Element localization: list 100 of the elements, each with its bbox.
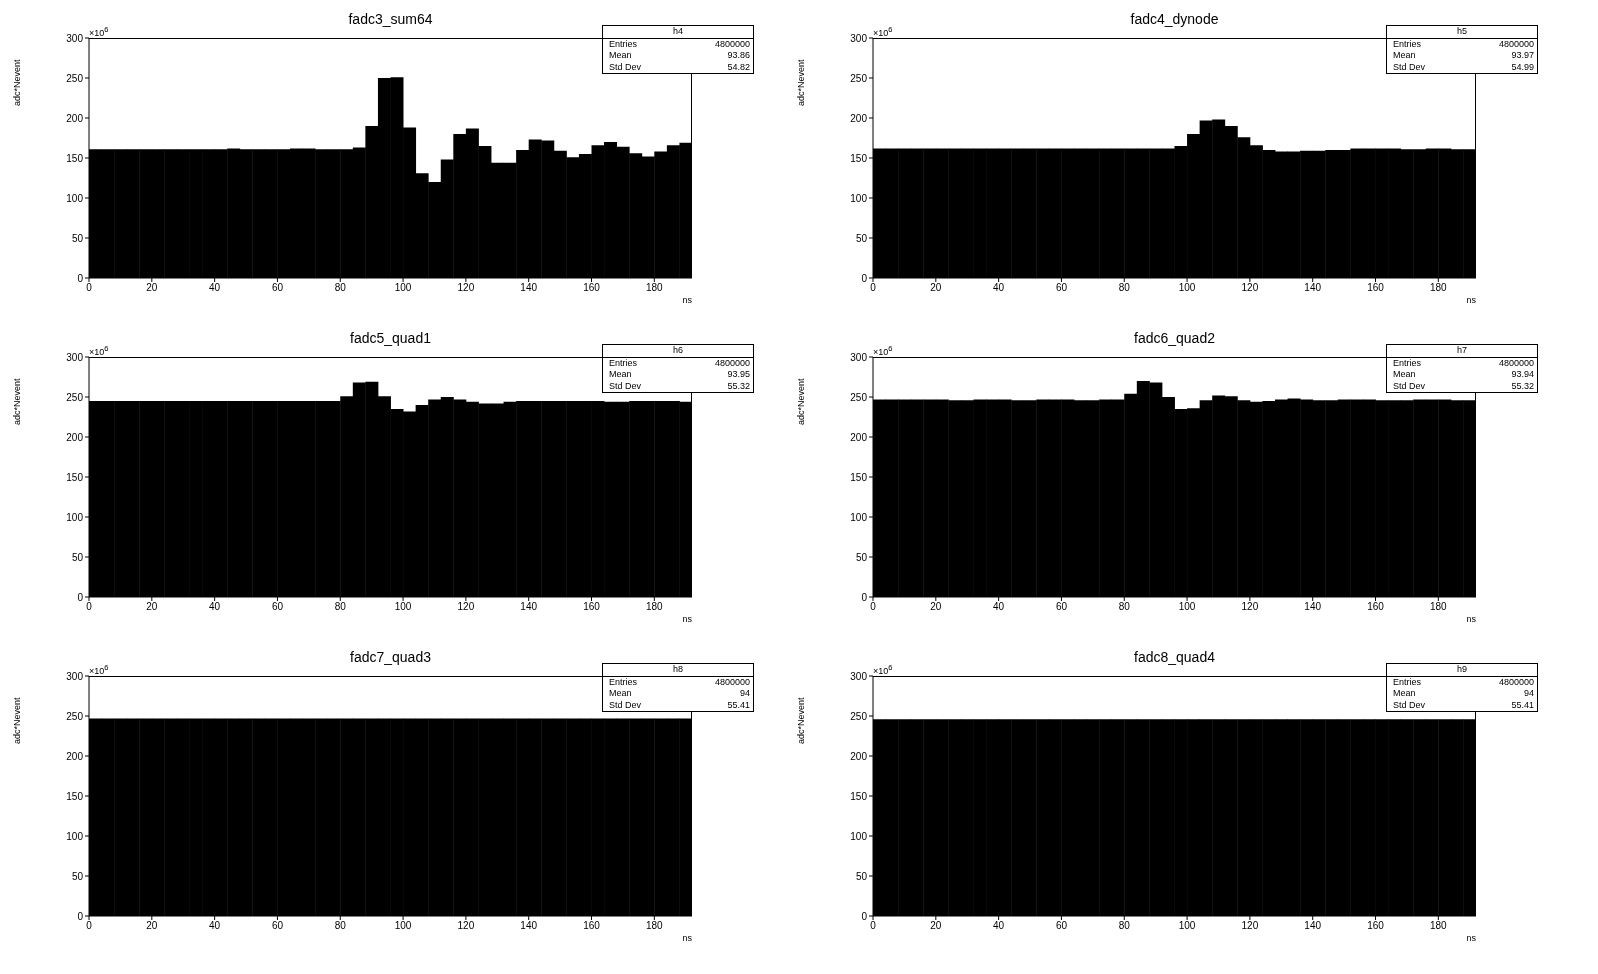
x-tick-label: 180: [1429, 282, 1448, 294]
x-tick-label: 20: [146, 601, 158, 613]
y-tick-label: 200: [66, 112, 84, 124]
y-tick-label: 50: [71, 870, 84, 882]
y-tick-label: 150: [850, 790, 868, 802]
annotation: Std Dev: [1393, 61, 1426, 72]
x-tick-label: 20: [930, 282, 942, 294]
y-tick-label: 200: [66, 431, 84, 443]
x-tick-label: 80: [334, 282, 347, 294]
y-axis-title: adc*Nevent: [796, 59, 806, 106]
annotation: ×10$^{6}$: [873, 344, 893, 357]
y-tick-label: 300: [850, 351, 868, 363]
x-tick-label: 160: [1367, 282, 1385, 294]
x-tick-label: 160: [583, 920, 601, 932]
text: 94: [1523, 688, 1534, 698]
chart-title: fadc6_quad2: [1134, 330, 1215, 346]
text: 4800000: [1498, 357, 1534, 368]
y-tick-label: 200: [850, 431, 868, 443]
y-tick-label: 200: [850, 750, 868, 762]
chart-title: fadc5_quad1: [350, 330, 431, 346]
annotation: Mean: [609, 369, 632, 379]
x-tick-label: 20: [146, 282, 158, 294]
text: 4800000: [714, 357, 750, 368]
y-tick-label: 50: [855, 870, 868, 882]
y-tick-label: 250: [66, 72, 84, 84]
y-tick-label: 200: [66, 750, 84, 762]
x-tick-label: 120: [457, 282, 475, 294]
y-tick-label: 250: [850, 710, 868, 722]
y-tick-label: 0: [861, 272, 868, 284]
x-tick-label: 60: [1055, 601, 1068, 613]
x-tick-label: 60: [1055, 282, 1068, 294]
text: 93.86: [727, 50, 750, 60]
x-axis-title: ns: [1466, 933, 1476, 943]
x-tick-label: 180: [1429, 920, 1448, 932]
x-tick-label: 180: [645, 282, 664, 294]
x-tick-label: 60: [271, 601, 284, 613]
x-tick-label: 120: [1241, 601, 1259, 613]
text: 4800000: [714, 676, 750, 687]
x-tick-label: 160: [583, 282, 601, 294]
annotation: Entries: [1393, 38, 1422, 49]
y-tick-label: 300: [66, 351, 84, 363]
y-tick-label: 0: [77, 272, 84, 284]
y-tick-label: 0: [77, 591, 84, 603]
annotation: Entries: [609, 38, 638, 49]
chart-title: fadc7_quad3: [350, 649, 431, 665]
x-tick-label: 140: [1304, 601, 1322, 613]
y-tick-label: 100: [66, 192, 84, 204]
x-tick-label: 100: [1178, 601, 1196, 613]
y-tick-label: 100: [66, 830, 84, 842]
y-axis-title: adc*Nevent: [12, 378, 22, 425]
y-tick-label: 100: [850, 192, 868, 204]
annotation: Entries: [609, 357, 638, 368]
y-tick-label: 200: [850, 112, 868, 124]
x-tick-label: 100: [394, 282, 412, 294]
x-tick-label: 140: [1304, 920, 1322, 932]
annotation: ×10$^{6}$: [89, 663, 109, 676]
x-tick-label: 20: [930, 601, 942, 613]
y-tick-label: 300: [66, 670, 84, 682]
x-tick-label: 40: [993, 282, 1005, 294]
x-tick-label: 120: [457, 601, 475, 613]
text: 54.82: [727, 61, 750, 72]
y-tick-label: 100: [850, 511, 868, 523]
x-axis-title: ns: [1466, 295, 1476, 305]
y-tick-label: 0: [77, 910, 84, 922]
annotation: Mean: [1393, 50, 1416, 60]
x-tick-label: 40: [209, 601, 221, 613]
chart-title: fadc4_dynode: [1130, 11, 1219, 27]
y-tick-label: 250: [850, 391, 868, 403]
y-tick-label: 250: [850, 72, 868, 84]
text: 4800000: [1498, 38, 1534, 49]
text: 55.32: [727, 380, 750, 391]
text: h6: [672, 345, 683, 355]
x-tick-label: 140: [1304, 282, 1322, 294]
annotation: Mean: [1393, 369, 1416, 379]
y-tick-label: 300: [850, 670, 868, 682]
y-tick-label: 150: [66, 152, 84, 164]
x-tick-label: 180: [645, 920, 664, 932]
y-axis-title: adc*Nevent: [12, 697, 22, 744]
text: 93.94: [1511, 369, 1534, 379]
x-axis-title: ns: [1466, 614, 1476, 624]
y-axis-title: adc*Nevent: [12, 59, 22, 106]
y-tick-label: 50: [855, 232, 868, 244]
x-tick-label: 80: [1118, 282, 1131, 294]
text: 93.95: [727, 369, 750, 379]
x-tick-label: 0: [870, 920, 877, 932]
x-tick-label: 100: [1178, 282, 1196, 294]
y-axis-title: adc*Nevent: [796, 697, 806, 744]
x-tick-label: 140: [520, 282, 538, 294]
y-tick-label: 0: [861, 910, 868, 922]
x-tick-label: 0: [870, 601, 877, 613]
text: h7: [1456, 345, 1467, 355]
x-tick-label: 140: [520, 920, 538, 932]
x-tick-label: 100: [1178, 920, 1196, 932]
x-tick-label: 80: [1118, 920, 1131, 932]
x-tick-label: 60: [271, 920, 284, 932]
x-tick-label: 80: [334, 920, 347, 932]
x-axis-title: ns: [682, 614, 692, 624]
annotation: Entries: [1393, 676, 1422, 687]
x-tick-label: 40: [209, 920, 221, 932]
x-tick-label: 0: [86, 601, 93, 613]
